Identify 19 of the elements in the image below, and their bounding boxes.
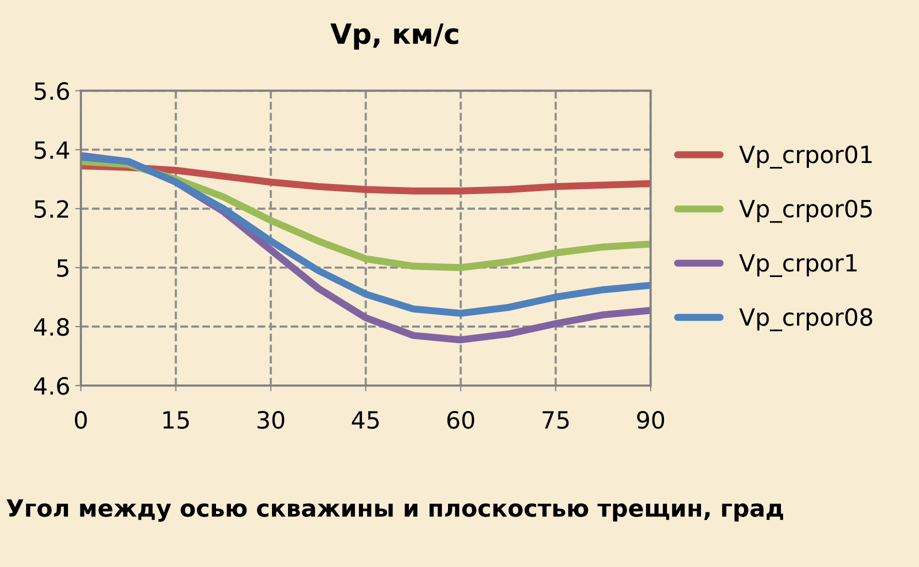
x-tick-label: 60	[447, 410, 474, 429]
y-tick-label: 4.8	[34, 318, 69, 336]
y-tick-label: 4.6	[34, 377, 69, 395]
legend-label: Vp_crpor01	[739, 146, 872, 169]
x-tick-label: 30	[258, 410, 284, 429]
x-axis-title: Угол между осью скважины и плоскостью трещин, град	[6, 499, 784, 522]
y-tick-label: 5.2	[34, 200, 68, 218]
x-tick-label: 90	[637, 410, 664, 429]
chart-title: Vp, км/с	[330, 24, 458, 50]
legend-label: Vp_crpor08	[739, 308, 872, 332]
x-tick-label: 15	[163, 411, 189, 429]
y-tick-label: 5	[57, 259, 68, 277]
x-tick-label: 75	[542, 411, 569, 429]
legend-label: Vp_crpor1	[739, 254, 857, 277]
legend-label: Vp_crpor05	[739, 200, 872, 223]
x-tick-label: 45	[352, 411, 379, 429]
y-tick-label: 5.6	[34, 82, 69, 100]
y-tick-label: 5.4	[34, 141, 70, 159]
x-tick-label: 0	[74, 410, 87, 429]
